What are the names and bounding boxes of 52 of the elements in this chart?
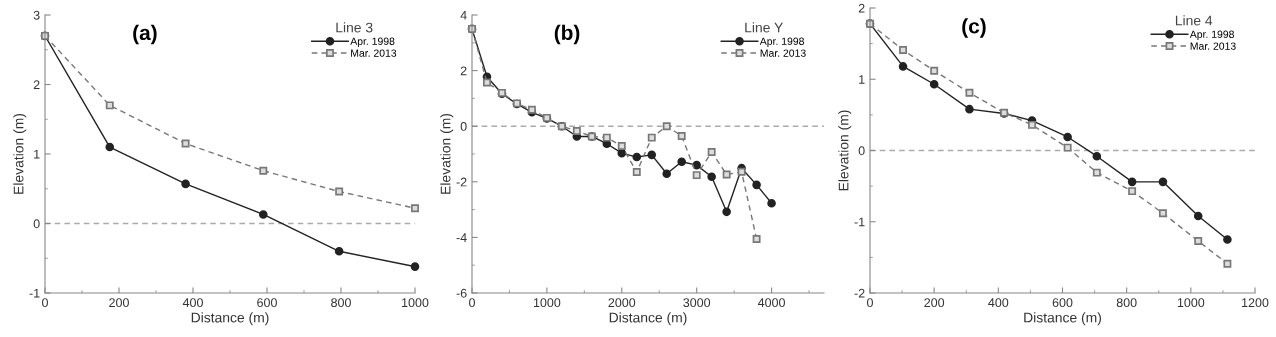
y-axis-title: Elevation (m) [838, 110, 852, 191]
x-tick-label: 0 [867, 298, 873, 308]
x-tick-label: 200 [109, 298, 129, 308]
y-tick-label: 2 [858, 3, 865, 13]
y-tick-label: -2 [456, 177, 467, 187]
y-tick-label: 3 [33, 10, 40, 20]
x-tick-label: 1000 [533, 298, 561, 308]
x-tick-label: 600 [257, 298, 277, 308]
x-tick-label: 0 [469, 298, 475, 308]
legend-label: Apr. 1998 [1189, 30, 1234, 41]
legend-label: Mar. 2013 [1190, 42, 1236, 50]
y-tick-label: 0 [33, 219, 40, 229]
x-tick-label: 800 [331, 298, 351, 308]
x-tick-label: 600 [1052, 298, 1073, 308]
x-tick-label: 1000 [402, 298, 429, 308]
x-tick-label: 1200 [1242, 298, 1269, 308]
legend-label: Apr. 1998 [759, 37, 804, 48]
y-tick-label: 1 [859, 75, 865, 84]
y-tick-label: -6 [456, 288, 467, 298]
legend-label: Apr. 1998 [350, 37, 395, 48]
y-tick-label: 0 [460, 122, 467, 131]
y-tick-label: 2 [460, 66, 467, 76]
x-tick-label: 1000 [1177, 298, 1205, 308]
x-axis-title: Distance (m) [191, 312, 269, 326]
y-axis-title: Elevation (m) [13, 113, 27, 194]
annotation: (c) [962, 18, 986, 38]
x-tick-label: 0 [42, 298, 48, 308]
x-tick-label: 400 [182, 298, 203, 308]
legend-label: Mar. 2013 [351, 49, 397, 57]
y-tick-label: 1 [34, 149, 40, 159]
y-tick-label: -2 [854, 288, 865, 298]
legend-title: Line Y [745, 22, 783, 33]
x-tick-label: 2000 [608, 298, 636, 308]
y-tick-label: 2 [33, 80, 40, 90]
x-tick-label: 200 [924, 298, 945, 308]
x-axis-title: Distance (m) [609, 312, 687, 326]
y-tick-label: -4 [456, 233, 467, 242]
y-tick-label: -1 [29, 288, 40, 298]
x-tick-label: 800 [1116, 298, 1137, 308]
legend-title: Line 3 [336, 22, 373, 33]
x-axis-title: Distance (m) [1024, 312, 1101, 326]
y-tick-label: 0 [858, 146, 865, 156]
x-tick-label: 3000 [683, 298, 711, 308]
x-tick-label: 400 [988, 298, 1009, 308]
legend-title: Line 4 [1175, 15, 1213, 26]
y-tick-label: 4 [460, 10, 467, 20]
x-tick-label: 4000 [757, 298, 785, 308]
y-tick-label: -1 [854, 217, 865, 227]
annotation: (b) [554, 24, 580, 45]
annotation: (a) [133, 24, 157, 45]
y-axis-title: Elevation (m) [440, 113, 454, 194]
legend-label: Mar. 2013 [760, 49, 806, 57]
